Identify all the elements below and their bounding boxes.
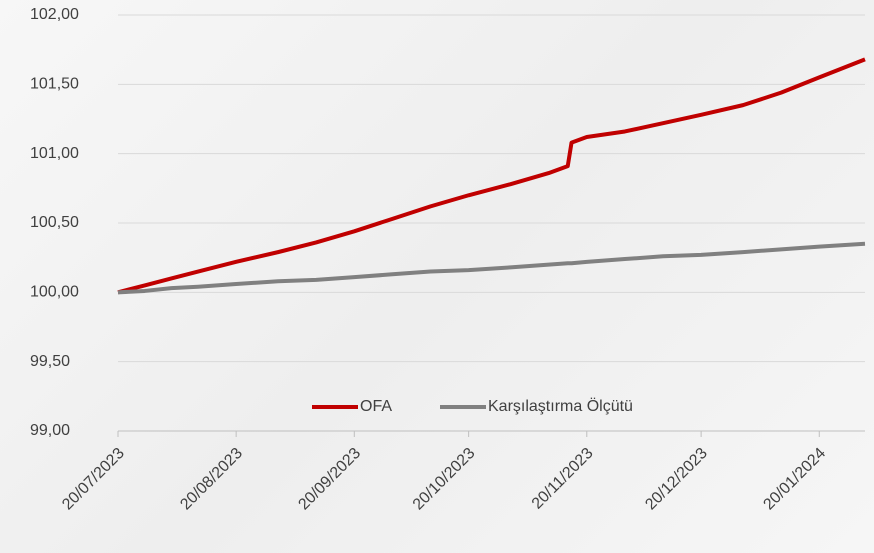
x-tick-label: 20/08/2023	[177, 445, 246, 514]
series-line	[117, 241, 866, 295]
legend-label: OFA	[360, 398, 392, 415]
y-tick-label: 100,50	[30, 214, 79, 231]
x-tick-label: 20/11/2023	[529, 445, 597, 513]
y-tick-label: 101,50	[30, 76, 79, 93]
y-tick-label: 100,00	[30, 284, 79, 301]
x-tick-label: 20/12/2023	[642, 445, 711, 514]
y-tick-label: 99,00	[30, 422, 70, 439]
legend-label: Karşılaştırma Ölçütü	[488, 397, 633, 415]
series-line	[117, 57, 866, 295]
x-tick-label: 20/09/2023	[295, 445, 364, 514]
y-tick-label: 99,50	[30, 353, 70, 370]
x-tick-label: 20/07/2023	[59, 445, 128, 514]
x-tick-label: 20/10/2023	[410, 445, 479, 514]
x-tick-label: 20/01/2024	[760, 445, 829, 514]
y-tick-label: 101,00	[30, 145, 79, 162]
y-tick-label: 102,00	[30, 6, 79, 23]
